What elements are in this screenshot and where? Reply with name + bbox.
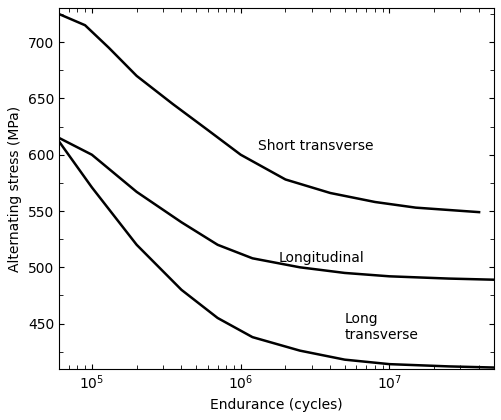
X-axis label: Endurance (cycles): Endurance (cycles) [209,398,342,412]
Text: Long
transverse: Long transverse [344,312,418,342]
Text: Longitudinal: Longitudinal [278,251,364,265]
Text: Short transverse: Short transverse [257,139,372,153]
Y-axis label: Alternating stress (MPa): Alternating stress (MPa) [9,105,22,272]
